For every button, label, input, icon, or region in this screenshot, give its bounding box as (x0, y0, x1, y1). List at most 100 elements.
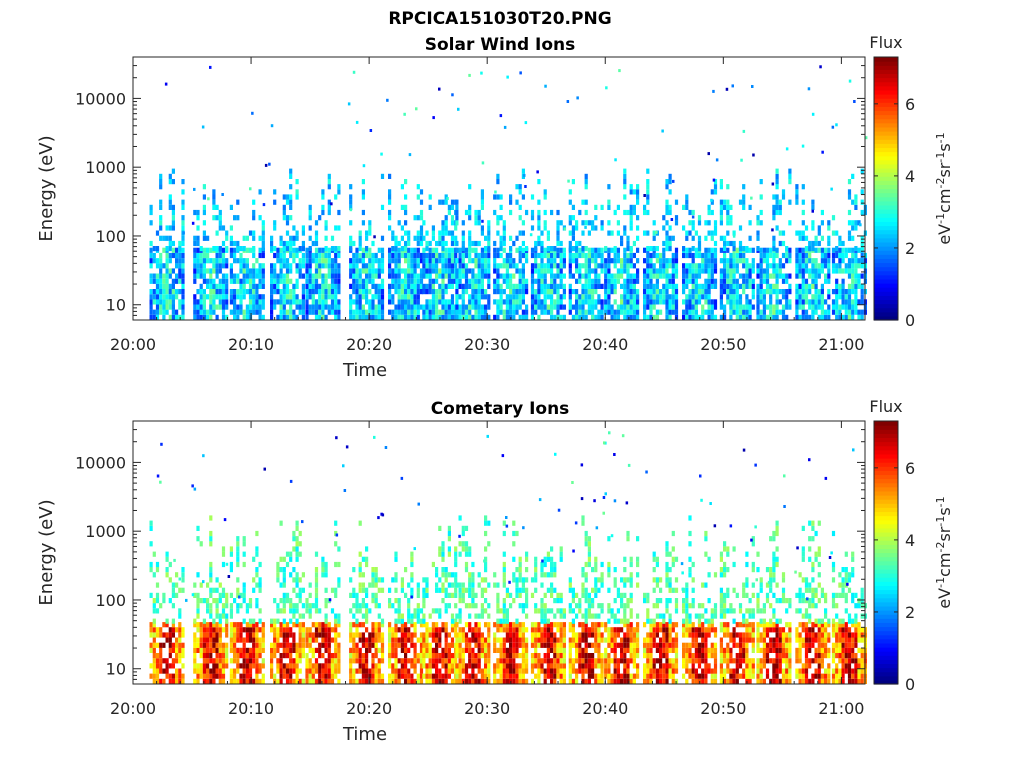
heatmap-cell (860, 258, 864, 264)
heatmap-cell (225, 283, 229, 289)
heatmap-cell (458, 541, 462, 547)
heatmap-cell (365, 230, 369, 236)
heatmap-cell (314, 247, 319, 253)
heatmap-cell (431, 283, 435, 289)
heatmap-cell (751, 247, 755, 253)
heatmap-cell (515, 299, 519, 305)
heatmap-cell (581, 230, 585, 236)
heatmap-cell (428, 278, 432, 284)
heatmap-cell (798, 283, 802, 289)
heatmap-cell (860, 209, 864, 216)
heatmap-cell (209, 608, 213, 614)
heatmap-cell (270, 235, 274, 241)
heatmap-cell (827, 309, 831, 315)
heatmap-cell (455, 294, 459, 300)
heatmap-cell (537, 289, 541, 295)
heatmap-cell (772, 289, 776, 295)
heatmap-cell (441, 551, 445, 557)
heatmap-cell (368, 637, 372, 643)
heatmap-cell (464, 263, 469, 269)
heatmap-cell (311, 647, 315, 653)
heatmap-cell (276, 663, 280, 669)
heatmap-cell (258, 278, 262, 284)
heatmap-cell (771, 228, 774, 232)
heatmap-cell (327, 642, 331, 648)
heatmap-cell (607, 184, 611, 190)
heatmap-cell (435, 668, 439, 674)
heatmap-cell (295, 283, 299, 289)
heatmap-cell (847, 263, 852, 269)
heatmap-cell (735, 252, 739, 259)
heatmap-cell (152, 598, 156, 604)
heatmap-cell (772, 240, 776, 247)
heatmap-cell (788, 179, 792, 185)
heatmap-cell (258, 587, 262, 593)
heatmap-cell (193, 278, 197, 284)
heatmap-cell (450, 627, 455, 633)
heatmap-cell (239, 653, 243, 659)
heatmap-cell (391, 268, 395, 274)
heatmap-cell (502, 673, 506, 679)
colorbar-swatch (874, 307, 898, 313)
heatmap-cell (308, 582, 312, 588)
heatmap-cell (854, 278, 858, 284)
heatmap-cell (455, 220, 459, 226)
heatmap-cell (562, 247, 566, 253)
heatmap-cell (245, 663, 249, 669)
heatmap-cell (305, 673, 309, 679)
heatmap-cell (600, 314, 604, 320)
heatmap-cell (371, 668, 375, 674)
heatmap-cell (388, 273, 392, 279)
heatmap-cell (487, 299, 491, 305)
heatmap-cell (817, 240, 821, 247)
heatmap-cell (361, 587, 365, 593)
heatmap-cell (671, 258, 675, 264)
heatmap-cell (441, 304, 445, 310)
heatmap-cell (468, 309, 472, 315)
heatmap-cell (811, 304, 815, 310)
heatmap-cell (751, 85, 754, 88)
heatmap-cell (732, 309, 736, 315)
heatmap-cell (422, 268, 426, 274)
heatmap-cell (578, 252, 582, 259)
heatmap-cell (199, 294, 203, 300)
heatmap-cell (455, 215, 459, 221)
heatmap-cell (248, 247, 253, 253)
heatmap-cell (444, 668, 448, 674)
heatmap-cell (352, 278, 356, 284)
heatmap-cell (209, 673, 213, 679)
heatmap-cell (397, 637, 401, 643)
heatmap-cell (422, 592, 426, 598)
heatmap-cell (337, 309, 341, 315)
heatmap-cell (521, 230, 525, 236)
heatmap-cell (175, 258, 179, 264)
heatmap-cell (314, 627, 319, 633)
heatmap-cell (851, 304, 855, 310)
heatmap-cell (844, 268, 848, 274)
heatmap-cell (674, 299, 679, 305)
heatmap-cell (355, 592, 359, 598)
heatmap-cell (655, 273, 659, 279)
heatmap-cell (444, 304, 448, 310)
heatmap-cell (152, 278, 156, 284)
heatmap-cell (668, 304, 672, 310)
heatmap-cell (209, 530, 213, 537)
heatmap-cell (811, 225, 815, 231)
heatmap-cell (726, 240, 730, 247)
heatmap-cell (361, 653, 365, 659)
heatmap-cell (355, 247, 359, 253)
heatmap-cell (289, 309, 293, 315)
heatmap-cell (289, 204, 293, 210)
heatmap-cell (484, 561, 488, 568)
heatmap-cell (688, 252, 692, 259)
heatmap-cell (162, 299, 166, 305)
heatmap-cell (827, 240, 831, 247)
heatmap-cell (236, 246, 240, 252)
heatmap-cell (371, 240, 375, 247)
heatmap-cell (218, 283, 222, 289)
heatmap-cell (239, 252, 243, 259)
heatmap-cell (613, 309, 617, 315)
heatmap-cell (701, 314, 705, 320)
heatmap-cell (212, 642, 216, 648)
heatmap-cell (835, 123, 838, 127)
